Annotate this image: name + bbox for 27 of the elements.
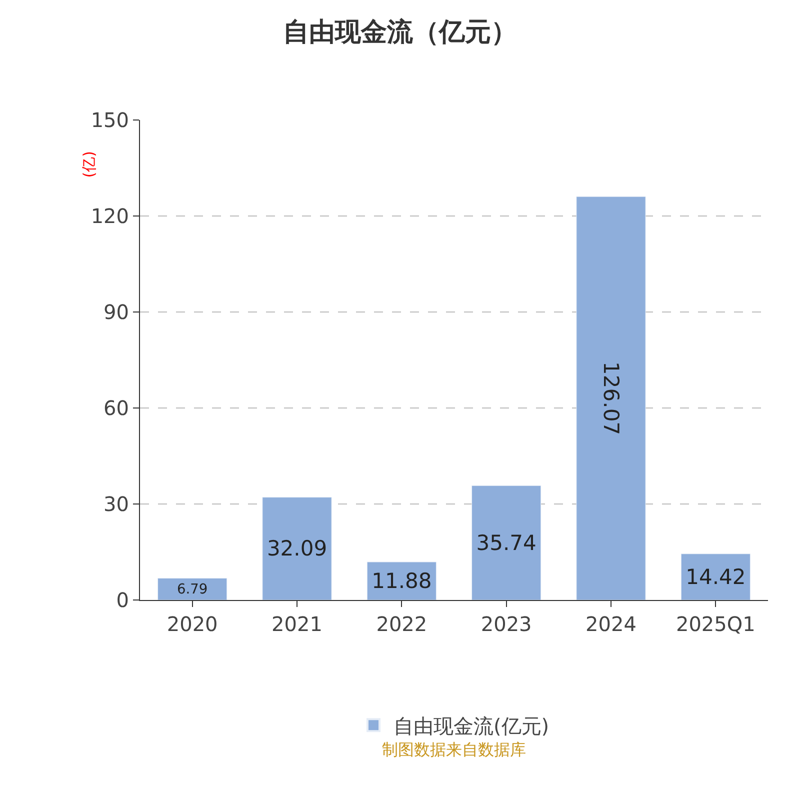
- y-axis-title: (亿): [80, 151, 98, 178]
- data-label: 126.07: [599, 362, 623, 436]
- x-tick-label: 2021: [272, 612, 322, 636]
- y-tick-label: 30: [104, 492, 129, 516]
- data-label: 6.79: [177, 582, 208, 598]
- y-tick-label: 150: [90, 108, 129, 132]
- bar: [472, 485, 542, 600]
- bar: [262, 497, 332, 600]
- chart-title: 自由现金流（亿元）: [283, 18, 517, 48]
- bar: [158, 578, 228, 600]
- legend-label: 自由现金流(亿元): [394, 714, 550, 738]
- x-tick-label: 2025Q1: [676, 612, 756, 636]
- data-label: 32.09: [266, 536, 328, 561]
- x-tick-label: 2022: [376, 612, 428, 636]
- x-tick-label: 2024: [586, 612, 636, 636]
- y-tick-label: 90: [104, 300, 129, 324]
- x-tick-label: 2020: [166, 612, 218, 636]
- y-tick-label: 0: [116, 588, 129, 612]
- bar: [680, 554, 750, 600]
- text: 制图数据来自数据库: [382, 740, 526, 759]
- x-tick-label: 2023: [480, 612, 532, 636]
- y-tick-label: 60: [104, 396, 129, 420]
- data-label: 11.88: [372, 568, 432, 593]
- data-label: 35.74: [476, 530, 536, 555]
- y-tick-label: 120: [90, 204, 129, 228]
- bar: [576, 196, 646, 600]
- data-label: 14.42: [686, 564, 746, 589]
